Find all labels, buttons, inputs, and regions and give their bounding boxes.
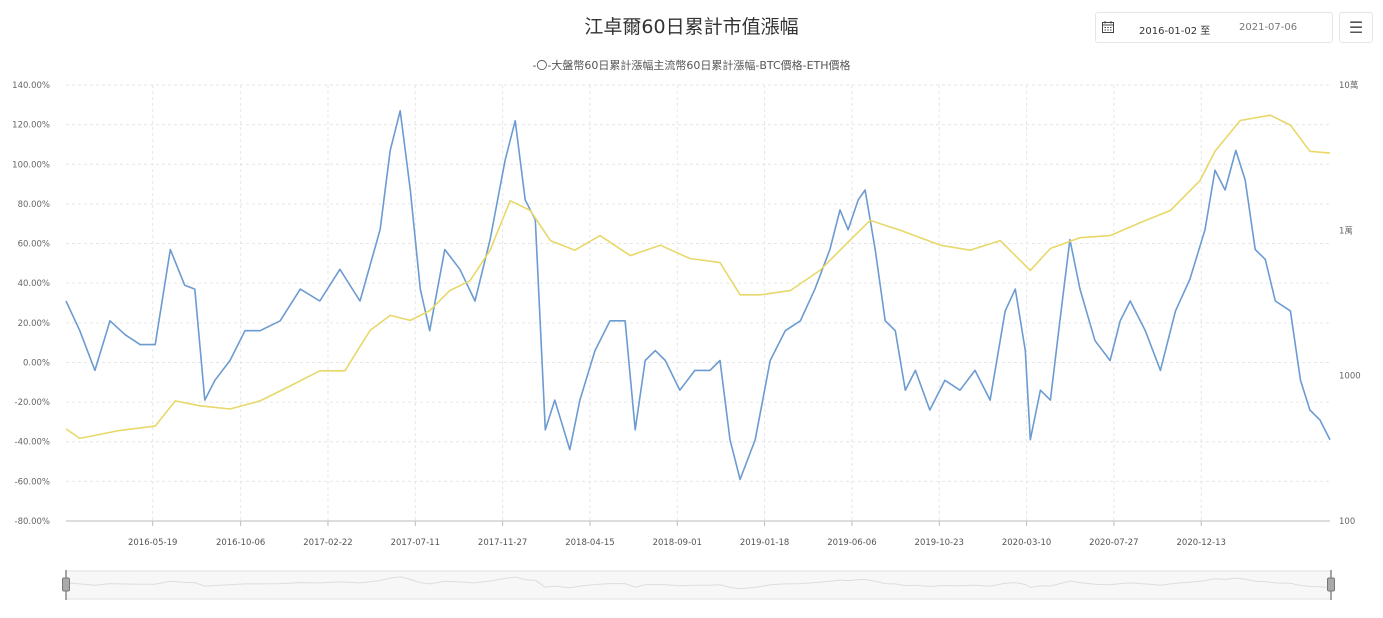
navigator-left-handle[interactable] xyxy=(62,577,70,592)
y-left-tick-label: 140.00% xyxy=(12,81,50,91)
y-left-tick-label: 0.00% xyxy=(23,358,50,368)
date-from-input[interactable]: 2016-01-02 至 xyxy=(1139,26,1211,37)
y-right-tick-label: 10萬 xyxy=(1339,80,1358,91)
btc-price-line xyxy=(65,114,1331,440)
chart-title: 江卓爾60日累計市值漲幅 xyxy=(584,16,799,38)
y-left-tick-label: 20.00% xyxy=(18,319,50,329)
y-left-tick-label: 100.00% xyxy=(12,160,50,170)
x-tick-label: 2020-03-10 xyxy=(1002,538,1051,548)
navigator-preview-line xyxy=(65,576,1331,590)
x-tick-label: 2018-04-15 xyxy=(565,538,614,548)
x-tick-label: 2017-07-11 xyxy=(391,538,440,548)
y-left-tick-label: -40.00% xyxy=(15,438,50,448)
x-tick-label: 2017-11-27 xyxy=(478,538,527,548)
menu-button[interactable]: ☰ xyxy=(1339,12,1373,43)
x-tick-label: 2017-02-22 xyxy=(303,538,352,548)
calendar-icon xyxy=(1102,21,1114,33)
y-left-tick-label: -20.00% xyxy=(15,398,50,408)
y-left-tick-label: -80.00% xyxy=(15,517,50,527)
y-right-tick-label: 1萬 xyxy=(1339,225,1353,236)
cumulative-gain-line xyxy=(65,110,1331,481)
date-range-picker[interactable]: 2016-01-02 至 2021-07-06 xyxy=(1095,12,1333,43)
chart-legend[interactable]: -〇-大盤幣60日累計漲幅主流幣60日累計漲幅-BTC價格-ETH價格 xyxy=(532,59,851,72)
x-tick-label: 2018-09-01 xyxy=(653,538,702,548)
y-right-tick-label: 1000 xyxy=(1339,372,1361,382)
navigator-right-handle[interactable] xyxy=(1327,577,1335,592)
y-left-tick-label: 60.00% xyxy=(18,240,50,250)
y-left-tick-label: 80.00% xyxy=(18,200,50,210)
x-tick-label: 2020-12-13 xyxy=(1177,538,1226,548)
y-right-tick-label: 100 xyxy=(1339,517,1355,527)
x-tick-label: 2016-05-19 xyxy=(128,538,177,548)
x-tick-label: 2019-10-23 xyxy=(915,538,964,548)
date-to-input[interactable]: 2021-07-06 xyxy=(1239,22,1298,33)
y-left-tick-label: 40.00% xyxy=(18,279,50,289)
hamburger-menu-icon: ☰ xyxy=(1348,18,1364,37)
x-tick-label: 2020-07-27 xyxy=(1089,538,1138,548)
x-tick-label: 2019-01-18 xyxy=(740,538,789,548)
y-left-tick-label: 120.00% xyxy=(12,121,50,131)
x-tick-label: 2016-10-06 xyxy=(216,538,265,548)
x-tick-label: 2019-06-06 xyxy=(827,538,876,548)
y-left-tick-label: -60.00% xyxy=(15,477,50,487)
